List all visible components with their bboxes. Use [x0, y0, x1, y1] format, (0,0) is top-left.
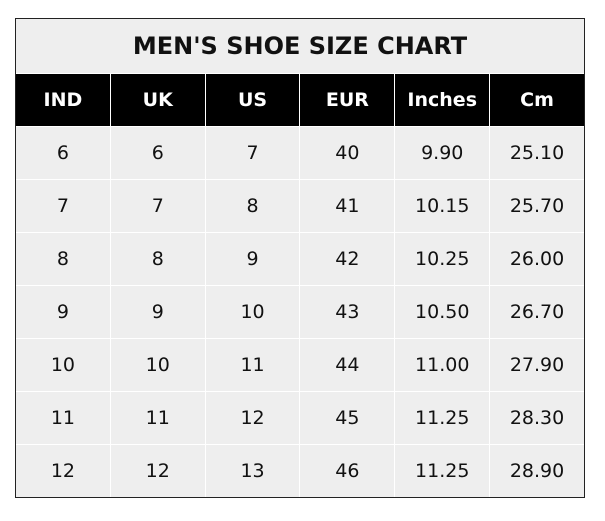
table-cell: 11.25 — [394, 445, 489, 497]
table-cell: 9 — [56, 301, 69, 323]
column-header: UK — [109, 74, 205, 126]
table-cell: 10 — [50, 354, 75, 376]
table-cell: 6 — [56, 142, 69, 164]
table-row: 12 12 13 46 11.25 28.90 — [16, 444, 584, 497]
table-cell: 9 — [109, 286, 205, 338]
table-cell: 11 — [109, 392, 205, 444]
table-row: 10 10 11 44 11.00 27.90 — [16, 338, 584, 391]
table-cell: 9 — [204, 233, 300, 285]
table-cell: 26.70 — [489, 286, 584, 338]
table-cell: 8 — [204, 180, 300, 232]
table-cell: 10.15 — [394, 180, 489, 232]
column-header: Cm — [489, 74, 584, 126]
table-cell: 42 — [299, 233, 394, 285]
table-cell: 46 — [299, 445, 394, 497]
table-row: 6 6 7 40 9.90 25.10 — [16, 126, 584, 179]
table-cell: 12 — [50, 460, 75, 482]
size-chart-table: MEN'S SHOE SIZE CHART IND UK US EUR Inches Cm… — [15, 18, 585, 498]
column-header: Inches — [394, 74, 489, 126]
table-cell: 8 — [56, 248, 69, 270]
table-cell: 26.00 — [489, 233, 584, 285]
table-cell: 7 — [56, 195, 69, 217]
table-cell: 7 — [109, 180, 205, 232]
table-cell: 11 — [50, 407, 75, 429]
table-cell: 10 — [109, 339, 205, 391]
table-cell: 27.90 — [489, 339, 584, 391]
column-header: US — [204, 74, 300, 126]
table-cell: 40 — [299, 127, 394, 179]
table-row: 8 8 9 42 10.25 26.00 — [16, 232, 584, 285]
table-cell: 11.00 — [394, 339, 489, 391]
table-cell: 10.50 — [394, 286, 489, 338]
table-cell: 28.30 — [489, 392, 584, 444]
column-header: IND — [43, 89, 83, 111]
table-title: MEN'S SHOE SIZE CHART — [16, 19, 584, 74]
table-cell: 25.70 — [489, 180, 584, 232]
table-cell: 44 — [299, 339, 394, 391]
table-cell: 43 — [299, 286, 394, 338]
table-cell: 7 — [204, 127, 300, 179]
table-cell: 12 — [109, 445, 205, 497]
table-cell: 11.25 — [394, 392, 489, 444]
table-cell: 13 — [204, 445, 300, 497]
table-cell: 9.90 — [394, 127, 489, 179]
table-body: 6 6 7 40 9.90 25.10 7 7 8 41 10.15 25.70 8 8 9 42 10.25 2… — [16, 126, 584, 497]
table-row: 11 11 12 45 11.25 28.30 — [16, 391, 584, 444]
table-cell: 12 — [204, 392, 300, 444]
table-row: 9 9 10 43 10.50 26.70 — [16, 285, 584, 338]
table-cell: 25.10 — [489, 127, 584, 179]
table-cell: 10 — [204, 286, 300, 338]
table-cell: 10.25 — [394, 233, 489, 285]
table-cell: 6 — [109, 127, 205, 179]
table-row: 7 7 8 41 10.15 25.70 — [16, 179, 584, 232]
table-cell: 28.90 — [489, 445, 584, 497]
table-cell: 8 — [109, 233, 205, 285]
table-cell: 11 — [204, 339, 300, 391]
header-row: IND UK US EUR Inches Cm — [16, 74, 584, 126]
column-header: EUR — [299, 74, 394, 126]
table-cell: 45 — [299, 392, 394, 444]
table-cell: 41 — [299, 180, 394, 232]
